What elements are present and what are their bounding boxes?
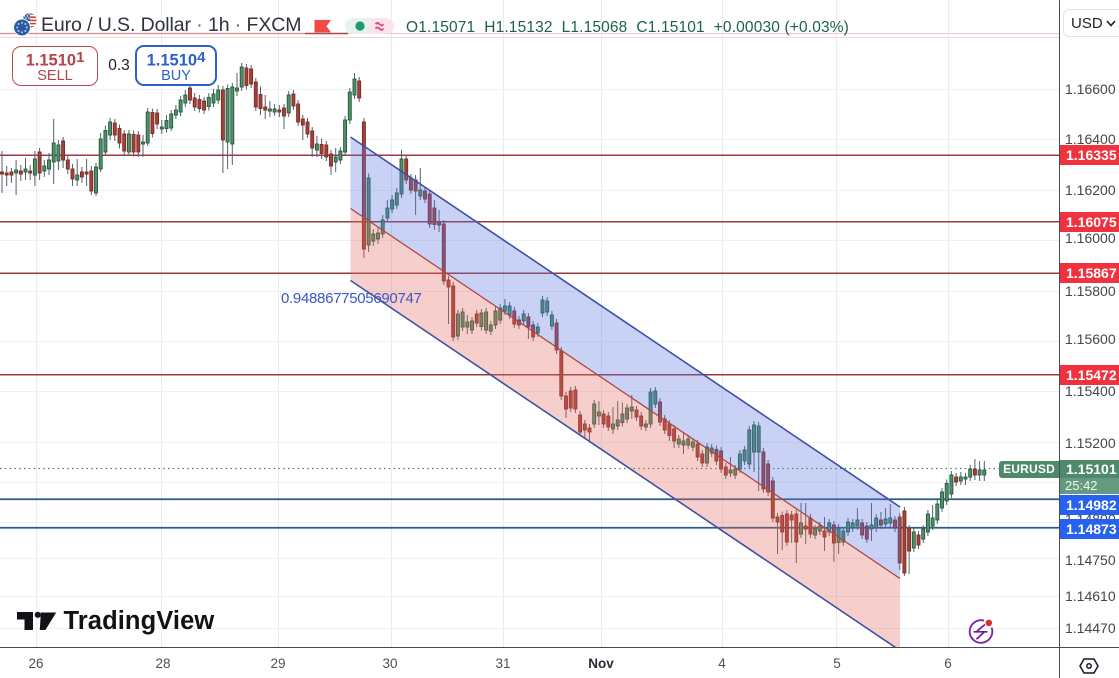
svg-text:TradingView: TradingView — [64, 610, 215, 635]
